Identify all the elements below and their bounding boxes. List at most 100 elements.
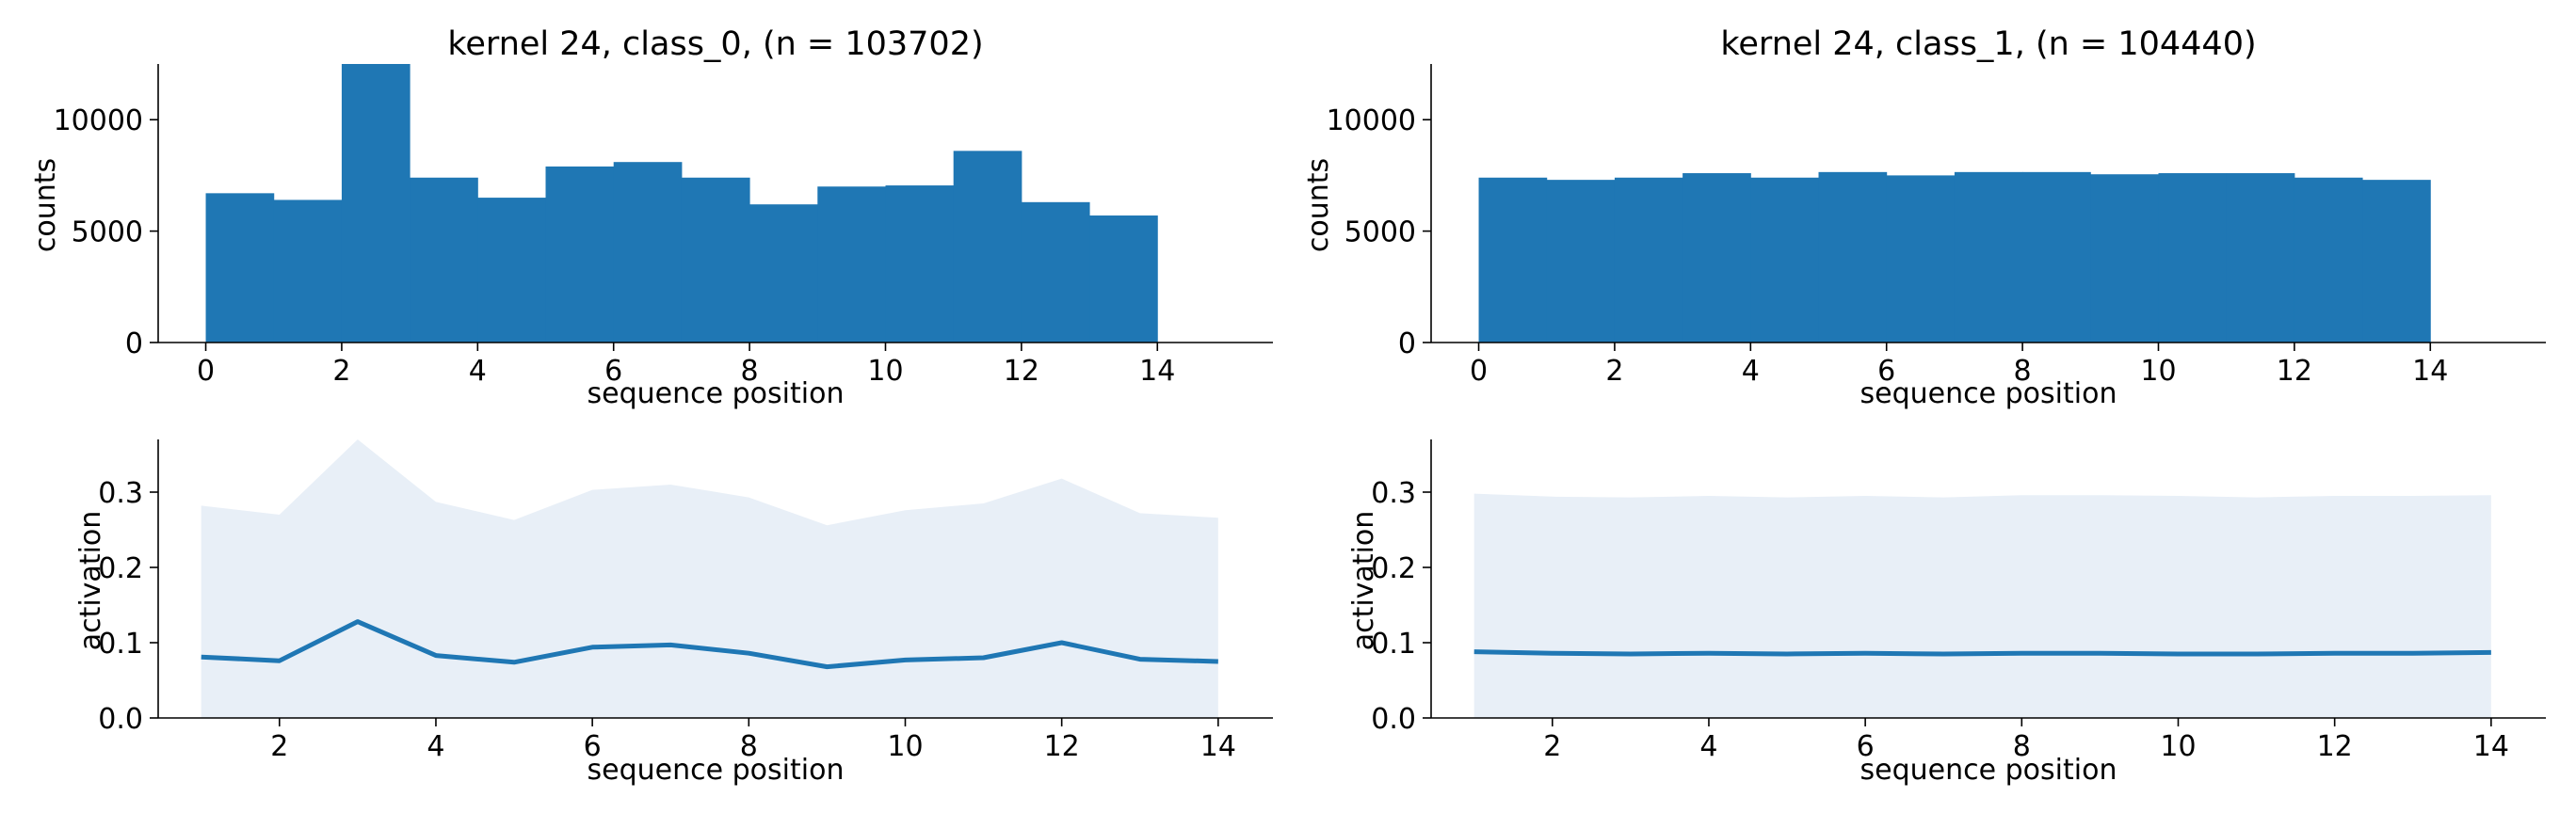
y-tick-label: 0.1 — [98, 628, 143, 661]
x-axis-label: sequence position — [1860, 377, 2117, 410]
x-tick-label: 8 — [2014, 355, 2032, 388]
y-tick-label: 0.0 — [98, 703, 143, 736]
histogram-bar — [2294, 177, 2363, 343]
x-tick-label: 14 — [2412, 355, 2448, 388]
histogram-bar — [545, 166, 615, 343]
x-tick-label: 14 — [1139, 355, 1175, 388]
x-axis-ticks: 0 2 4 6 8 10 12 14 — [1470, 343, 2448, 388]
histogram-bar — [410, 177, 478, 343]
y-axis-label: counts — [1302, 158, 1335, 252]
y-axis-ticks: 0.0 0.1 0.2 0.3 — [98, 477, 158, 736]
histogram-bar — [817, 186, 886, 343]
x-tick-label: 6 — [604, 355, 622, 388]
x-tick-label: 8 — [2013, 730, 2031, 763]
histogram-bar — [953, 151, 1022, 343]
histogram-bar — [205, 193, 275, 343]
x-tick-label: 4 — [1699, 730, 1717, 763]
y-tick-label: 0.1 — [1371, 628, 1416, 661]
panel-class0-histogram: kernel 24, class_0, (n = 103702) 0 2 4 6 8 10… — [29, 25, 1273, 410]
histogram-bar — [1750, 177, 1820, 343]
activation-line — [1473, 649, 2491, 657]
y-axis-label: counts — [29, 158, 62, 252]
y-axis-label: activation — [1347, 511, 1380, 651]
chart-title: kernel 24, class_0, (n = 103702) — [447, 25, 983, 63]
histogram-bar — [1478, 177, 1548, 343]
histogram-bar — [2022, 171, 2091, 343]
y-tick-label: 5000 — [1344, 216, 1416, 249]
y-axis-ticks: 0 5000 10000 — [1327, 104, 1431, 360]
x-tick-label: 10 — [2160, 730, 2196, 763]
activation-plot — [1473, 493, 2491, 718]
x-axis-ticks: 2 4 6 8 10 12 14 — [270, 718, 1236, 763]
x-tick-label: 10 — [2140, 355, 2176, 388]
activation-band — [201, 439, 1218, 718]
histogram-bar — [2090, 174, 2159, 343]
x-tick-label: 6 — [1857, 730, 1875, 763]
histogram-bar — [885, 185, 955, 343]
x-tick-label: 2 — [332, 355, 350, 388]
x-tick-label: 2 — [1605, 355, 1623, 388]
histogram-bar — [613, 162, 683, 343]
histogram-bar — [1614, 177, 1683, 343]
y-axis-label: activation — [74, 511, 107, 651]
x-tick-label: 6 — [584, 730, 602, 763]
chart-title: kernel 24, class_1, (n = 104440) — [1720, 25, 2256, 63]
histogram-bar — [1886, 175, 1956, 343]
histogram-bar — [1546, 180, 1616, 343]
histogram-bar — [1682, 173, 1751, 343]
histogram-bar — [341, 64, 411, 343]
x-tick-label: 14 — [2473, 730, 2509, 763]
x-tick-label: 4 — [469, 355, 487, 388]
activation-band — [1473, 493, 2491, 718]
x-tick-label: 2 — [1543, 730, 1561, 763]
panel-class1-activation: 2 4 6 8 10 12 14 0.0 0.1 0.2 0.3 sequence positio… — [1347, 439, 2546, 787]
x-axis-label: sequence position — [588, 754, 845, 787]
y-tick-label: 0.3 — [1371, 477, 1416, 510]
x-tick-label: 0 — [1470, 355, 1488, 388]
x-tick-label: 6 — [1877, 355, 1895, 388]
x-tick-label: 12 — [1044, 730, 1080, 763]
x-tick-label: 4 — [1742, 355, 1760, 388]
y-tick-label: 0.3 — [98, 477, 143, 510]
y-tick-label: 0 — [1398, 327, 1416, 360]
x-tick-label: 8 — [741, 355, 759, 388]
y-tick-label: 10000 — [54, 104, 143, 137]
y-axis-ticks: 0.0 0.1 0.2 0.3 — [1371, 477, 1431, 736]
x-tick-label: 2 — [270, 730, 288, 763]
histogram-bar — [1954, 171, 2023, 343]
histogram-bars — [1478, 171, 2431, 343]
histogram-bar — [1089, 215, 1158, 343]
histogram-bar — [749, 204, 818, 343]
x-tick-label: 10 — [867, 355, 903, 388]
activation-line — [201, 619, 1218, 670]
histogram-bar — [1021, 201, 1090, 343]
histogram-bar — [2362, 180, 2431, 343]
x-tick-label: 8 — [740, 730, 758, 763]
y-tick-label: 0 — [125, 327, 143, 360]
y-tick-label: 0.0 — [1371, 703, 1416, 736]
x-tick-label: 14 — [1200, 730, 1236, 763]
histogram-bar — [477, 198, 547, 343]
histogram-bar — [1818, 171, 1888, 343]
x-axis-ticks: 2 4 6 8 10 12 14 — [1543, 718, 2509, 763]
x-axis-label: sequence position — [588, 377, 845, 410]
x-axis-ticks: 0 2 4 6 8 10 12 14 — [197, 343, 1175, 388]
panel-class1-histogram: kernel 24, class_1, (n = 104440) 0 2 4 6 8 10… — [1302, 25, 2546, 410]
x-tick-label: 4 — [427, 730, 444, 763]
panel-class0-activation: 2 4 6 8 10 12 14 0.0 0.1 0.2 0.3 sequence positio… — [74, 439, 1273, 787]
histogram-bar — [273, 199, 343, 343]
y-tick-label: 0.2 — [1371, 552, 1416, 585]
x-tick-label: 10 — [887, 730, 923, 763]
x-tick-label: 12 — [1004, 355, 1039, 388]
y-tick-label: 5000 — [72, 216, 143, 249]
x-tick-label: 12 — [2317, 730, 2353, 763]
histogram-bars — [205, 64, 1158, 343]
y-tick-label: 0.2 — [98, 552, 143, 585]
x-tick-label: 12 — [2277, 355, 2312, 388]
activation-plot — [201, 439, 1218, 718]
y-axis-ticks: 0 5000 10000 — [54, 104, 158, 360]
x-axis-label: sequence position — [1860, 754, 2117, 787]
y-tick-label: 10000 — [1327, 104, 1416, 137]
histogram-bar — [2226, 173, 2295, 343]
